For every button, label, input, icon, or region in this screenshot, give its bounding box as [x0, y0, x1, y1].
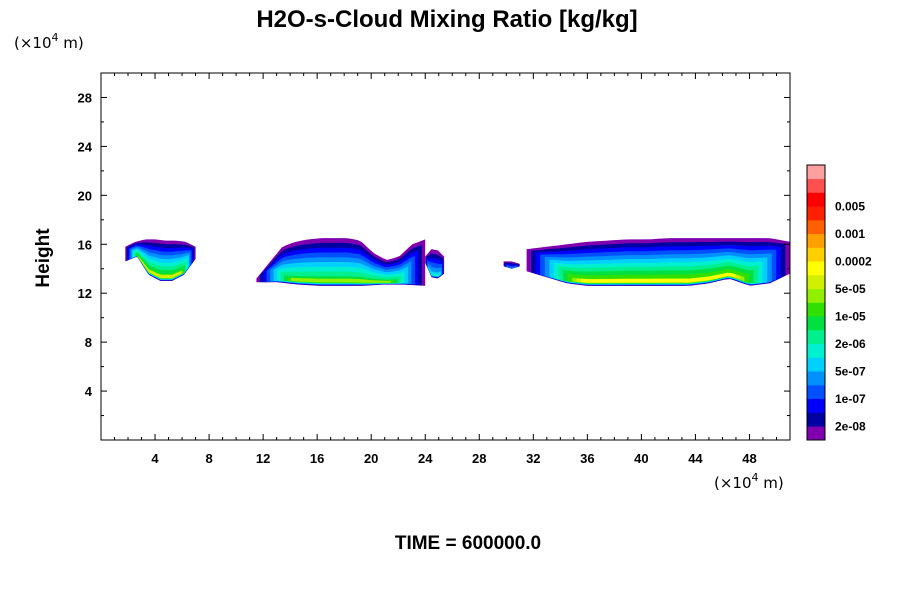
- colorbar-swatch: [807, 233, 825, 248]
- y-tick-label: 16: [78, 237, 92, 252]
- colorbar-swatch: [807, 288, 825, 303]
- cloud-layer-4: [503, 261, 520, 269]
- colorbar-swatch: [807, 165, 825, 180]
- cloud-layer-4-band-3: [505, 265, 518, 269]
- colorbar-swatch: [807, 261, 825, 276]
- cloud-layer-5-band-12: [581, 272, 736, 283]
- colorbar-frame: [806, 164, 826, 441]
- chart-title: H2O-s-Cloud Mixing Ratio [kg/kg]: [256, 6, 637, 33]
- cloud-layer-3-band-6: [428, 268, 441, 277]
- x-tick-label: 32: [526, 451, 540, 466]
- plot-frame: [100, 72, 791, 441]
- colorbar-swatch: [807, 316, 825, 331]
- x-tick-label: 40: [634, 451, 648, 466]
- y-tick-label: 4: [85, 384, 93, 399]
- x-tick-label: 24: [418, 451, 433, 466]
- colorbar-label: 1e-05: [835, 309, 866, 323]
- cloud-layer-1-band-10: [138, 256, 183, 279]
- colorbar-swatch: [807, 206, 825, 221]
- colorbar-label: 2e-08: [835, 419, 866, 433]
- x-tick-label: 28: [472, 451, 486, 466]
- y-tick-label: 28: [78, 90, 92, 105]
- colorbar-swatch: [807, 371, 825, 386]
- x-tick-label: 8: [205, 451, 212, 466]
- cloud-layer-4-band-4: [506, 266, 517, 269]
- cloud-layer-2-band-10: [290, 277, 391, 283]
- x-tick-label: 16: [310, 451, 324, 466]
- time-label: TIME = 600000.0: [395, 533, 541, 554]
- x-tick-label: 12: [256, 451, 270, 466]
- colorbar-label: 1e-07: [835, 392, 866, 406]
- colorbar-swatch: [807, 247, 825, 262]
- colorbar-swatch: [807, 412, 825, 427]
- y-tick-label: 24: [78, 139, 93, 154]
- cloud-layer-1-band-8: [135, 252, 185, 279]
- colorbar-swatch: [807, 343, 825, 358]
- colorbar: 2e-08 1e-07 5e-07 2e-06 1e-05 5e-05 0.0002 0.00…: [806, 164, 872, 441]
- colorbar-swatch: [807, 275, 825, 290]
- cloud-layer-3: [425, 249, 445, 279]
- x-tick-label: 4: [151, 451, 159, 466]
- y-tick-label: 8: [85, 335, 92, 350]
- cloud-layer-1-band-9: [137, 254, 184, 279]
- x-unit-label: (×104 m): [714, 471, 784, 492]
- colorbar-label: 2e-06: [835, 337, 866, 351]
- x-axis: 4 8 12 16 20 24 28 32 36 40 44 48: [114, 73, 777, 466]
- x-tick-label: 20: [364, 451, 378, 466]
- colorbar-swatch: [807, 330, 825, 345]
- y-axis: 4 8 12 16 20 24 28: [78, 90, 790, 417]
- cloud-layer-1: [125, 239, 196, 281]
- x-tick-label: 36: [580, 451, 594, 466]
- colorbar-label: 5e-07: [835, 364, 866, 378]
- y-unit-label: (×104 m): [14, 31, 84, 52]
- colorbar-label: 0.001: [835, 227, 865, 241]
- colorbar-swatch: [807, 220, 825, 235]
- colorbar-swatch: [807, 178, 825, 193]
- colorbar-swatch: [807, 385, 825, 400]
- y-tick-label: 12: [78, 286, 92, 301]
- plot-area: [125, 238, 790, 286]
- x-tick-label: 48: [742, 451, 756, 466]
- colorbar-swatch: [807, 302, 825, 317]
- colorbar-swatch: [807, 192, 825, 207]
- x-tick-label: 44: [688, 451, 703, 466]
- colorbar-swatch: [807, 426, 825, 441]
- cloud-layer-5: [526, 238, 790, 286]
- colorbar-swatch: [807, 398, 825, 413]
- colorbar-label: 0.005: [835, 199, 865, 213]
- y-axis-label: Height: [33, 228, 54, 288]
- cloud-layer-2: [256, 238, 426, 286]
- colorbar-label: 0.0002: [835, 254, 872, 268]
- y-tick-label: 20: [78, 188, 92, 203]
- colorbar-label: 5e-05: [835, 282, 866, 296]
- colorbar-swatch: [807, 357, 825, 372]
